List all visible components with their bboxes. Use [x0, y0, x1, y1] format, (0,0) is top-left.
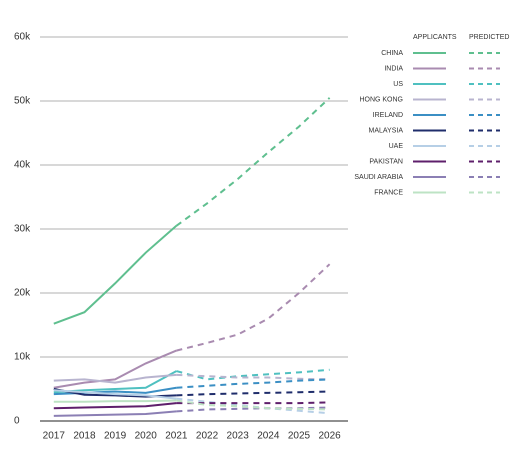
legend-label: SAUDI ARABIA [354, 174, 403, 181]
predicted-line [176, 263, 331, 352]
line [53, 349, 177, 389]
predicted-line [176, 390, 330, 397]
line [53, 399, 177, 403]
x-tick-label: 2025 [288, 431, 311, 442]
predicted-line [176, 378, 330, 389]
line [53, 402, 177, 410]
y-tick-label: 0 [14, 416, 20, 427]
line [53, 410, 177, 417]
x-tick-label: 2017 [43, 431, 66, 442]
x-tick-label: 2024 [257, 431, 280, 442]
y-tick-label: 60k [14, 32, 31, 43]
legend: APPLICANTS PREDICTED CHINA INDIA US HONG KO… [354, 34, 509, 197]
y-tick-label: 30k [14, 224, 31, 235]
legend-label: PAKISTAN [369, 158, 403, 165]
line [53, 373, 177, 384]
legend-label: FRANCE [374, 189, 403, 196]
y-tick-label: 40k [14, 160, 31, 171]
legend-label: UAE [389, 143, 404, 150]
x-tick-label: 2026 [318, 431, 341, 442]
predicted-line [176, 401, 330, 405]
line [53, 389, 177, 400]
legend-header: APPLICANTS [413, 34, 457, 41]
legend-header: PREDICTED [469, 34, 509, 41]
predicted-line [175, 97, 331, 227]
x-tick-label: 2021 [165, 431, 188, 442]
legend-label: MALAYSIA [369, 127, 404, 134]
x-tick-label: 2023 [227, 431, 250, 442]
legend-label: INDIA [384, 65, 403, 72]
y-tick-label: 20k [14, 288, 31, 299]
predicted-line [176, 399, 330, 411]
predicted-line [176, 373, 330, 381]
x-tick-label: 2022 [196, 431, 219, 442]
x-tick-label: 2018 [73, 431, 96, 442]
legend-label: IRELAND [373, 112, 403, 119]
y-tick-label: 10k [14, 352, 31, 363]
legend-label: US [393, 81, 403, 88]
x-tick-label: 2019 [104, 431, 127, 442]
legend-label: CHINA [381, 50, 403, 57]
legend-label: HONG KONG [359, 96, 403, 103]
y-tick-label: 50k [14, 96, 31, 107]
x-tick-label: 2020 [135, 431, 158, 442]
line [53, 225, 178, 325]
predicted-line [176, 368, 330, 381]
predicted-line [176, 397, 330, 415]
predicted-line [176, 406, 330, 413]
